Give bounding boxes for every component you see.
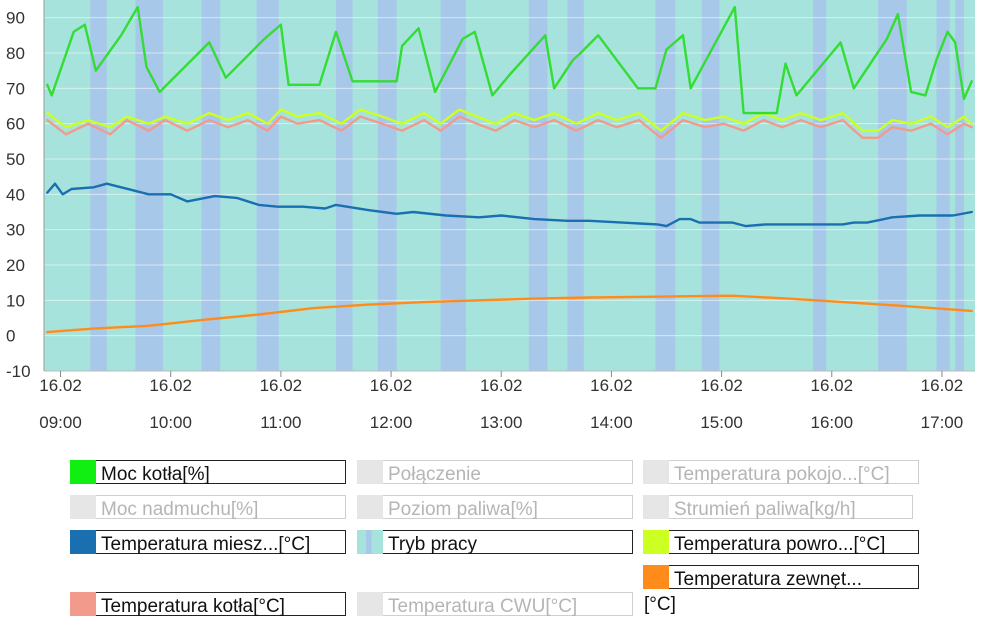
legend-swatch: [643, 460, 669, 484]
legend-swatch: [70, 460, 96, 484]
legend-item-poziom-paliwa[interactable]: Poziom paliwa[%]: [357, 495, 633, 520]
legend-item-polaczenie[interactable]: Połączenie: [357, 460, 633, 485]
legend-swatch: [357, 592, 383, 616]
mode-band-7: [528, 0, 548, 371]
series-line-1: [46, 108, 973, 132]
x-tick-time: 12:00: [370, 413, 413, 432]
mode-band-13: [936, 0, 950, 371]
series-line-3: [46, 182, 973, 228]
mode-band-6: [440, 0, 466, 371]
mode-band-2: [201, 0, 221, 371]
legend-item-temperatura-mieszacza[interactable]: Temperatura miesz...[°C]: [70, 530, 346, 555]
y-tick-label: 70: [6, 79, 25, 98]
legend-swatch: [643, 530, 669, 554]
legend-label: Temperatura CWU[°C]: [388, 596, 578, 617]
series-line-4: [46, 294, 973, 334]
x-tick-time: 11:00: [260, 413, 301, 432]
grid-lines: [43, 0, 975, 372]
x-tick-time: 13:00: [480, 413, 523, 432]
x-axis-ticks: 16.02 09:00 16.02 10:00 16.02 11:00 16.02 12:00…: [39, 371, 963, 432]
y-tick-label: 10: [6, 291, 25, 310]
series-lines: [46, 5, 973, 334]
x-tick-time: 17:00: [921, 413, 964, 432]
legend-swatch: [643, 565, 669, 589]
mode-bands: [44, 0, 975, 371]
y-tick-label: 80: [6, 44, 25, 63]
legend-label: Połączenie: [388, 464, 481, 485]
legend-swatch: [70, 530, 96, 554]
y-tick-label: 40: [6, 185, 25, 204]
legend-label: Temperatura pokojo...[°C]: [674, 464, 890, 485]
mode-band-9: [655, 0, 676, 371]
legend-label: Moc nadmuchu[%]: [101, 499, 259, 520]
legend-item-moc-kotla[interactable]: Moc kotła[%]: [70, 460, 346, 485]
x-tick-date: 16.02: [480, 376, 523, 395]
legend-label: Strumień paliwa[kg/h]: [674, 499, 856, 520]
legend-swatch: [357, 460, 383, 484]
series-line-2: [46, 115, 973, 140]
x-tick-date: 16.02: [590, 376, 633, 395]
legend-item-tryb-pracy[interactable]: Tryb pracy: [357, 530, 633, 555]
mode-band-10: [701, 0, 720, 371]
legend: Moc kotła[%] Połączenie Temperatura poko…: [0, 455, 1000, 617]
y-tick-label: 20: [6, 256, 25, 275]
mode-band-base: [44, 0, 975, 371]
x-tick-time: 10:00: [149, 413, 192, 432]
mode-band-3: [256, 0, 279, 371]
legend-swatch: [70, 592, 96, 616]
y-tick-label: 90: [6, 9, 25, 28]
mode-band-14: [955, 0, 964, 371]
legend-label: Poziom paliwa[%]: [388, 499, 538, 520]
legend-swatch: [70, 495, 96, 519]
y-tick-label: -10: [6, 362, 31, 381]
legend-label: Temperatura kotła[°C]: [101, 596, 285, 617]
mode-band-8: [567, 0, 584, 371]
y-tick-label: 0: [6, 327, 15, 346]
legend-item-temperatura-zewnetrzna[interactable]: Temperatura zewnęt... [°C]: [643, 565, 919, 615]
legend-label: Moc kotła[%]: [101, 464, 210, 485]
y-axis-ticks: -10 0 10 20 30 40 50 60 70 80 90: [6, 9, 31, 381]
legend-item-temperatura-powrotu[interactable]: Temperatura powro...[°C]: [643, 530, 919, 555]
x-tick-date: 16.02: [921, 376, 964, 395]
chart-plot: -10 0 10 20 30 40 50 60 70 80 90 16.02 09:00 16.02 10…: [6, 0, 975, 432]
legend-label: Tryb pracy: [388, 534, 478, 555]
legend-item-moc-nadmuchu[interactable]: Moc nadmuchu[%]: [70, 495, 346, 520]
legend-label: Temperatura zewnęt...: [674, 569, 862, 590]
legend-item-strumien-paliwa[interactable]: Strumień paliwa[kg/h]: [643, 495, 913, 520]
legend-swatch: [643, 495, 669, 519]
legend-item-temperatura-pokojowa[interactable]: Temperatura pokojo...[°C]: [643, 460, 919, 485]
y-tick-label: 60: [6, 115, 25, 134]
mode-band-5: [377, 0, 397, 371]
legend-label: Temperatura powro...[°C]: [674, 534, 886, 555]
mode-band-4: [335, 0, 353, 371]
y-tick-label: 30: [6, 221, 25, 240]
legend-label: Temperatura miesz...[°C]: [101, 534, 311, 555]
x-tick-time: 09:00: [39, 413, 82, 432]
mode-band-11: [813, 0, 827, 371]
x-tick-date: 16.02: [260, 376, 303, 395]
x-tick-time: 15:00: [700, 413, 743, 432]
x-tick-date: 16.02: [39, 376, 82, 395]
legend-swatch: [357, 530, 383, 554]
mode-band-1: [135, 0, 163, 371]
x-tick-date: 16.02: [149, 376, 192, 395]
x-tick-date: 16.02: [700, 376, 743, 395]
x-tick-time: 14:00: [590, 413, 633, 432]
legend-label-continued: [°C]: [644, 594, 676, 615]
legend-item-temperatura-cwu[interactable]: Temperatura CWU[°C]: [357, 592, 633, 617]
y-tick-label: 50: [6, 150, 25, 169]
mode-band-12: [878, 0, 907, 371]
x-tick-date: 16.02: [810, 376, 853, 395]
legend-swatch: [357, 495, 383, 519]
x-tick-time: 16:00: [810, 413, 853, 432]
legend-item-temperatura-kotla[interactable]: Temperatura kotła[°C]: [70, 592, 346, 617]
series-line-0: [46, 5, 973, 115]
x-tick-date: 16.02: [370, 376, 413, 395]
